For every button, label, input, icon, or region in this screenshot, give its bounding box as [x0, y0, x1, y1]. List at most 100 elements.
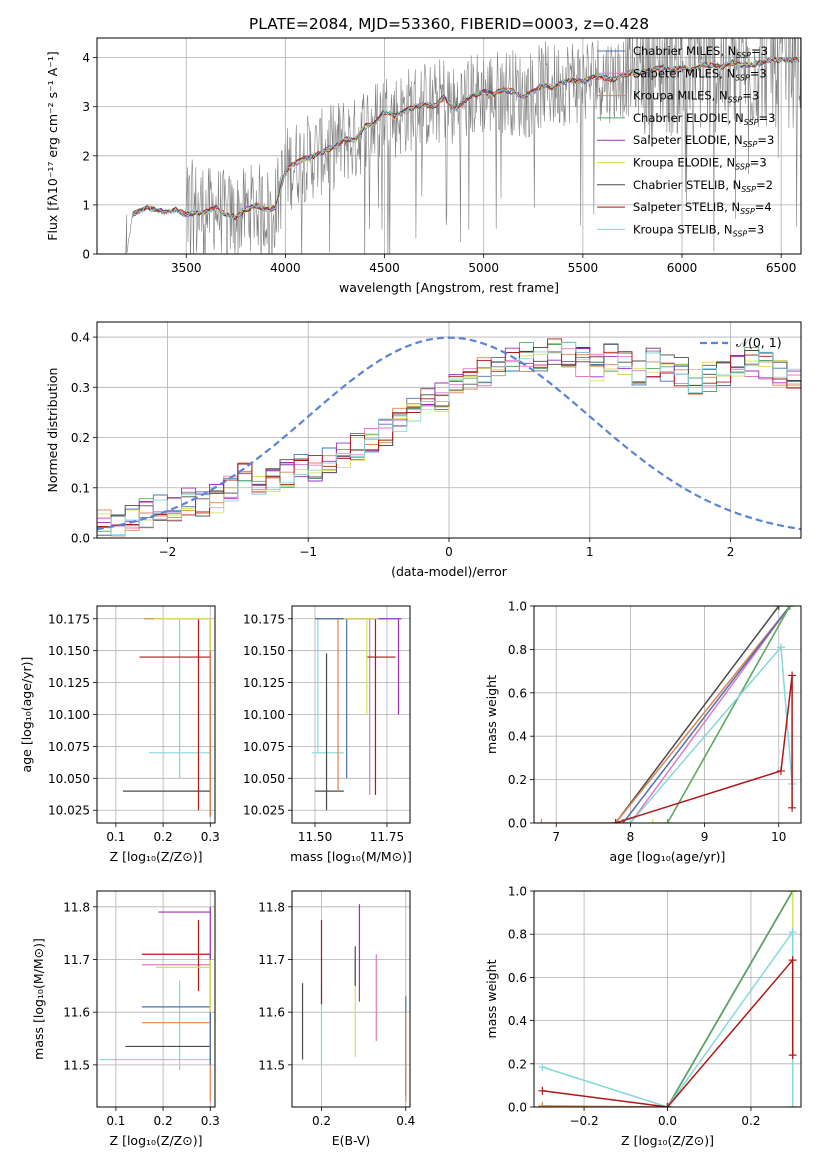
point-chabrier_stelib — [125, 954, 211, 1065]
point-salpeter_stelib — [139, 618, 211, 811]
legend-label-chabrier_miles: Chabrier MILES, NSSP=3 — [633, 44, 768, 60]
weight-marker — [788, 956, 797, 965]
legend-name: Chabrier STELIB, N — [633, 178, 741, 192]
y-tick-label: 10.050 — [48, 772, 90, 786]
x-tick-label: 2 — [727, 545, 735, 559]
plot-area-residuals — [97, 336, 801, 537]
legend-tail: =4 — [755, 200, 772, 214]
y-tick-label: 0.2 — [508, 1057, 527, 1071]
point-salpeter_miles — [141, 964, 211, 1013]
legend-sub: SSP — [740, 207, 755, 216]
weight-line-kroupa_miles — [541, 606, 791, 823]
legend-tail: =2 — [756, 178, 773, 192]
y-tick-label: 0.6 — [508, 686, 527, 700]
legend-name: Salpeter MILES, N — [633, 66, 735, 80]
weight-line-salpeter_stelib — [615, 675, 793, 823]
legend-sub: SSP — [735, 163, 750, 172]
histogram-chabrier_miles — [97, 343, 801, 528]
model-kroupa_stelib — [132, 56, 800, 221]
x-tick-label: 0.2 — [312, 1114, 331, 1128]
point-kroupa_elodie — [156, 959, 211, 1013]
x-tick-label: 0.2 — [741, 1114, 760, 1128]
y-tick-label: 0.0 — [508, 817, 527, 831]
legend-label-salpeter_miles: Salpeter MILES, NSSP=3 — [633, 66, 767, 82]
legend-name: Kroupa ELODIE, N — [633, 156, 735, 170]
legend-name: Kroupa MILES, N — [633, 89, 728, 103]
point-kroupa_miles — [144, 618, 211, 817]
x-tick-label: 0 — [445, 545, 453, 559]
point-kroupa_stelib — [312, 618, 344, 754]
histogram-salpeter_stelib — [97, 338, 801, 529]
y-tick-label: 11.7 — [63, 953, 90, 967]
y-tick-label: 10.100 — [243, 708, 285, 722]
plot-area-spectrum — [125, 38, 801, 254]
plot-area-weight-vs-age — [537, 606, 797, 823]
point-kroupa_miles — [141, 1022, 211, 1102]
y-tick-label: 0.1 — [71, 481, 90, 495]
histogram-salpeter_miles — [97, 348, 801, 529]
y-tick-label: 10.100 — [48, 708, 90, 722]
y-axis-label: Normed distribution — [45, 368, 60, 493]
x-tick-label: −0.2 — [569, 1114, 598, 1128]
weight-line-chabrier_elodie — [666, 606, 791, 823]
x-tick-label: 0.1 — [106, 830, 125, 844]
x-tick-label: 6000 — [667, 261, 698, 275]
legend-tail: =3 — [742, 89, 759, 103]
normal-curve — [97, 336, 801, 531]
y-tick-label: 10.150 — [48, 644, 90, 658]
point-salpeter_elodie — [158, 906, 211, 960]
y-tick-label: 1.0 — [508, 885, 527, 899]
y-axis-label: age [log₁₀(age/yr)] — [19, 657, 34, 773]
y-tick-label: 10.175 — [243, 612, 285, 626]
point-kroupa_elodie — [343, 618, 379, 715]
weight-marker — [776, 766, 785, 775]
x-tick-label: 0.4 — [396, 1114, 415, 1128]
y-tick-label: 1.0 — [508, 600, 527, 614]
y-tick-label: 11.8 — [63, 900, 90, 914]
legend-label-kroupa_miles: Kroupa MILES, NSSP=3 — [633, 89, 759, 105]
x-tick-label: 5500 — [568, 261, 599, 275]
y-tick-label: 10.075 — [48, 740, 90, 754]
y-tick-label: 11.6 — [258, 1006, 285, 1020]
panel-spectrum: 3500 4000 4500 5000 5500 6000 6500 0 1 2 3 4 wavelen… — [45, 37, 802, 295]
weight-marker — [648, 819, 657, 823]
legend-label-chabrier_stelib: Chabrier STELIB, NSSP=2 — [633, 178, 773, 194]
axes-frame — [96, 605, 216, 824]
y-tick-label: 0.4 — [508, 1014, 527, 1028]
weight-marker — [785, 606, 794, 610]
legend-label-chabrier_elodie: Chabrier ELODIE, NSSP=3 — [633, 111, 775, 127]
weight-marker — [788, 803, 797, 812]
y-tick-label: 10.125 — [243, 676, 285, 690]
axes-frame — [291, 890, 411, 1108]
point-chabrier_miles — [141, 1006, 211, 1065]
legend-tail: =3 — [751, 44, 768, 58]
histogram-chabrier_stelib — [97, 343, 801, 536]
legend-sub: SSP — [736, 51, 751, 60]
x-tick-label: 0.1 — [106, 1114, 125, 1128]
point-chabrier_miles — [315, 618, 379, 779]
y-tick-label: 10.075 — [243, 740, 285, 754]
weight-marker — [538, 1101, 547, 1107]
weight-marker — [538, 1063, 547, 1072]
axes-frame — [291, 605, 411, 824]
y-axis-label: Flux [fλ10⁻¹⁷ erg cm⁻² s⁻¹ A⁻¹] — [45, 51, 60, 240]
weight-line-salpeter_miles — [629, 606, 791, 823]
point-salpeter_stelib — [366, 618, 396, 795]
legend-name: Chabrier MILES, N — [633, 44, 736, 58]
y-tick-label: 10.125 — [48, 676, 90, 690]
point-kroupa_stelib — [148, 618, 211, 779]
legend-tail: =3 — [757, 133, 774, 147]
legend-name: Salpeter STELIB, N — [633, 200, 740, 214]
x-tick-label: 0.3 — [201, 830, 220, 844]
weight-line-chabrier_elodie — [666, 891, 794, 1107]
weight-marker — [537, 819, 546, 823]
weight-marker — [663, 819, 672, 823]
weight-marker — [626, 819, 635, 823]
x-tick-label: 4500 — [369, 261, 400, 275]
weight-marker — [776, 643, 785, 652]
x-tick-label: 11.50 — [298, 830, 332, 844]
y-tick-label: 0.2 — [71, 431, 90, 445]
plot-area-mass-vs-ebv — [301, 904, 407, 1102]
y-tick-label: 0.4 — [508, 730, 527, 744]
x-axis-label: wavelength [Angstrom, rest frame] — [339, 280, 559, 295]
